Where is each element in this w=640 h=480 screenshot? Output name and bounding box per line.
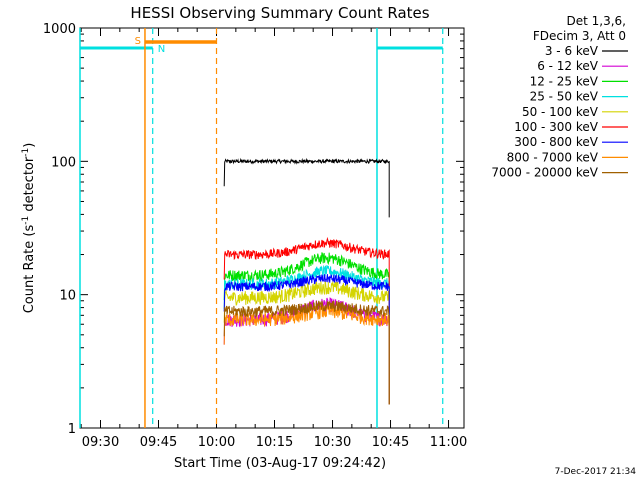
footer-date: 7-Dec-2017 21:34 [555,467,637,477]
y-tick-label: 10 [59,289,76,304]
x-tick-label: 10:00 [198,435,235,450]
y-tick-label: 100 [51,155,76,170]
x-tick-label: 10:45 [372,435,409,450]
y-tick-label: 1000 [43,22,76,37]
legend-label: 6 - 12 keV [537,59,599,73]
x-tick-label: 10:15 [256,435,293,450]
x-axis-label: Start Time (03-Aug-17 09:24:42) [174,456,386,471]
x-tick-label: 10:30 [314,435,351,450]
legend-label: 100 - 300 keV [514,120,598,134]
x-axis: 09:30 09:45 10:00 10:15 10:30 10:45 11:00 [80,28,467,450]
legend-label: 3 - 6 keV [545,44,599,58]
legend-header-line-2: FDecim 3, Att 0 [533,29,626,43]
legend-label: 300 - 800 keV [514,135,598,149]
legend-label: 50 - 100 keV [522,105,599,119]
legend-label: 7000 - 20000 keV [491,166,598,180]
series-line-3 [223,252,390,405]
series-line-5 [223,281,390,405]
legend-header-line-1: Det 1,3,6, [567,14,627,28]
chart-title: HESSI Observing Summary Count Rates [130,4,429,22]
night-label: N [158,44,165,55]
orbit-markers: SN [79,28,444,428]
y-axis: 1 10 100 1000 [43,22,464,437]
series-line-1 [223,157,390,218]
legend-label: 25 - 50 keV [530,90,599,104]
series-line-7 [223,273,390,405]
series-group [223,157,390,405]
legend-label: 800 - 7000 keV [507,150,599,164]
plot-frame [79,27,465,429]
x-tick-label: 11:00 [430,435,467,450]
saa-label: S [135,36,141,47]
legend-label: 12 - 25 keV [530,74,599,88]
series-line-9 [223,300,390,405]
series-line-6 [223,236,390,405]
y-tick-label: 1 [68,422,76,437]
x-tick-label: 09:30 [82,435,119,450]
x-tick-label: 09:45 [140,435,177,450]
y-axis-label: Count Rate (s-1 detector-1) [21,143,37,314]
series-line-8 [223,304,390,405]
